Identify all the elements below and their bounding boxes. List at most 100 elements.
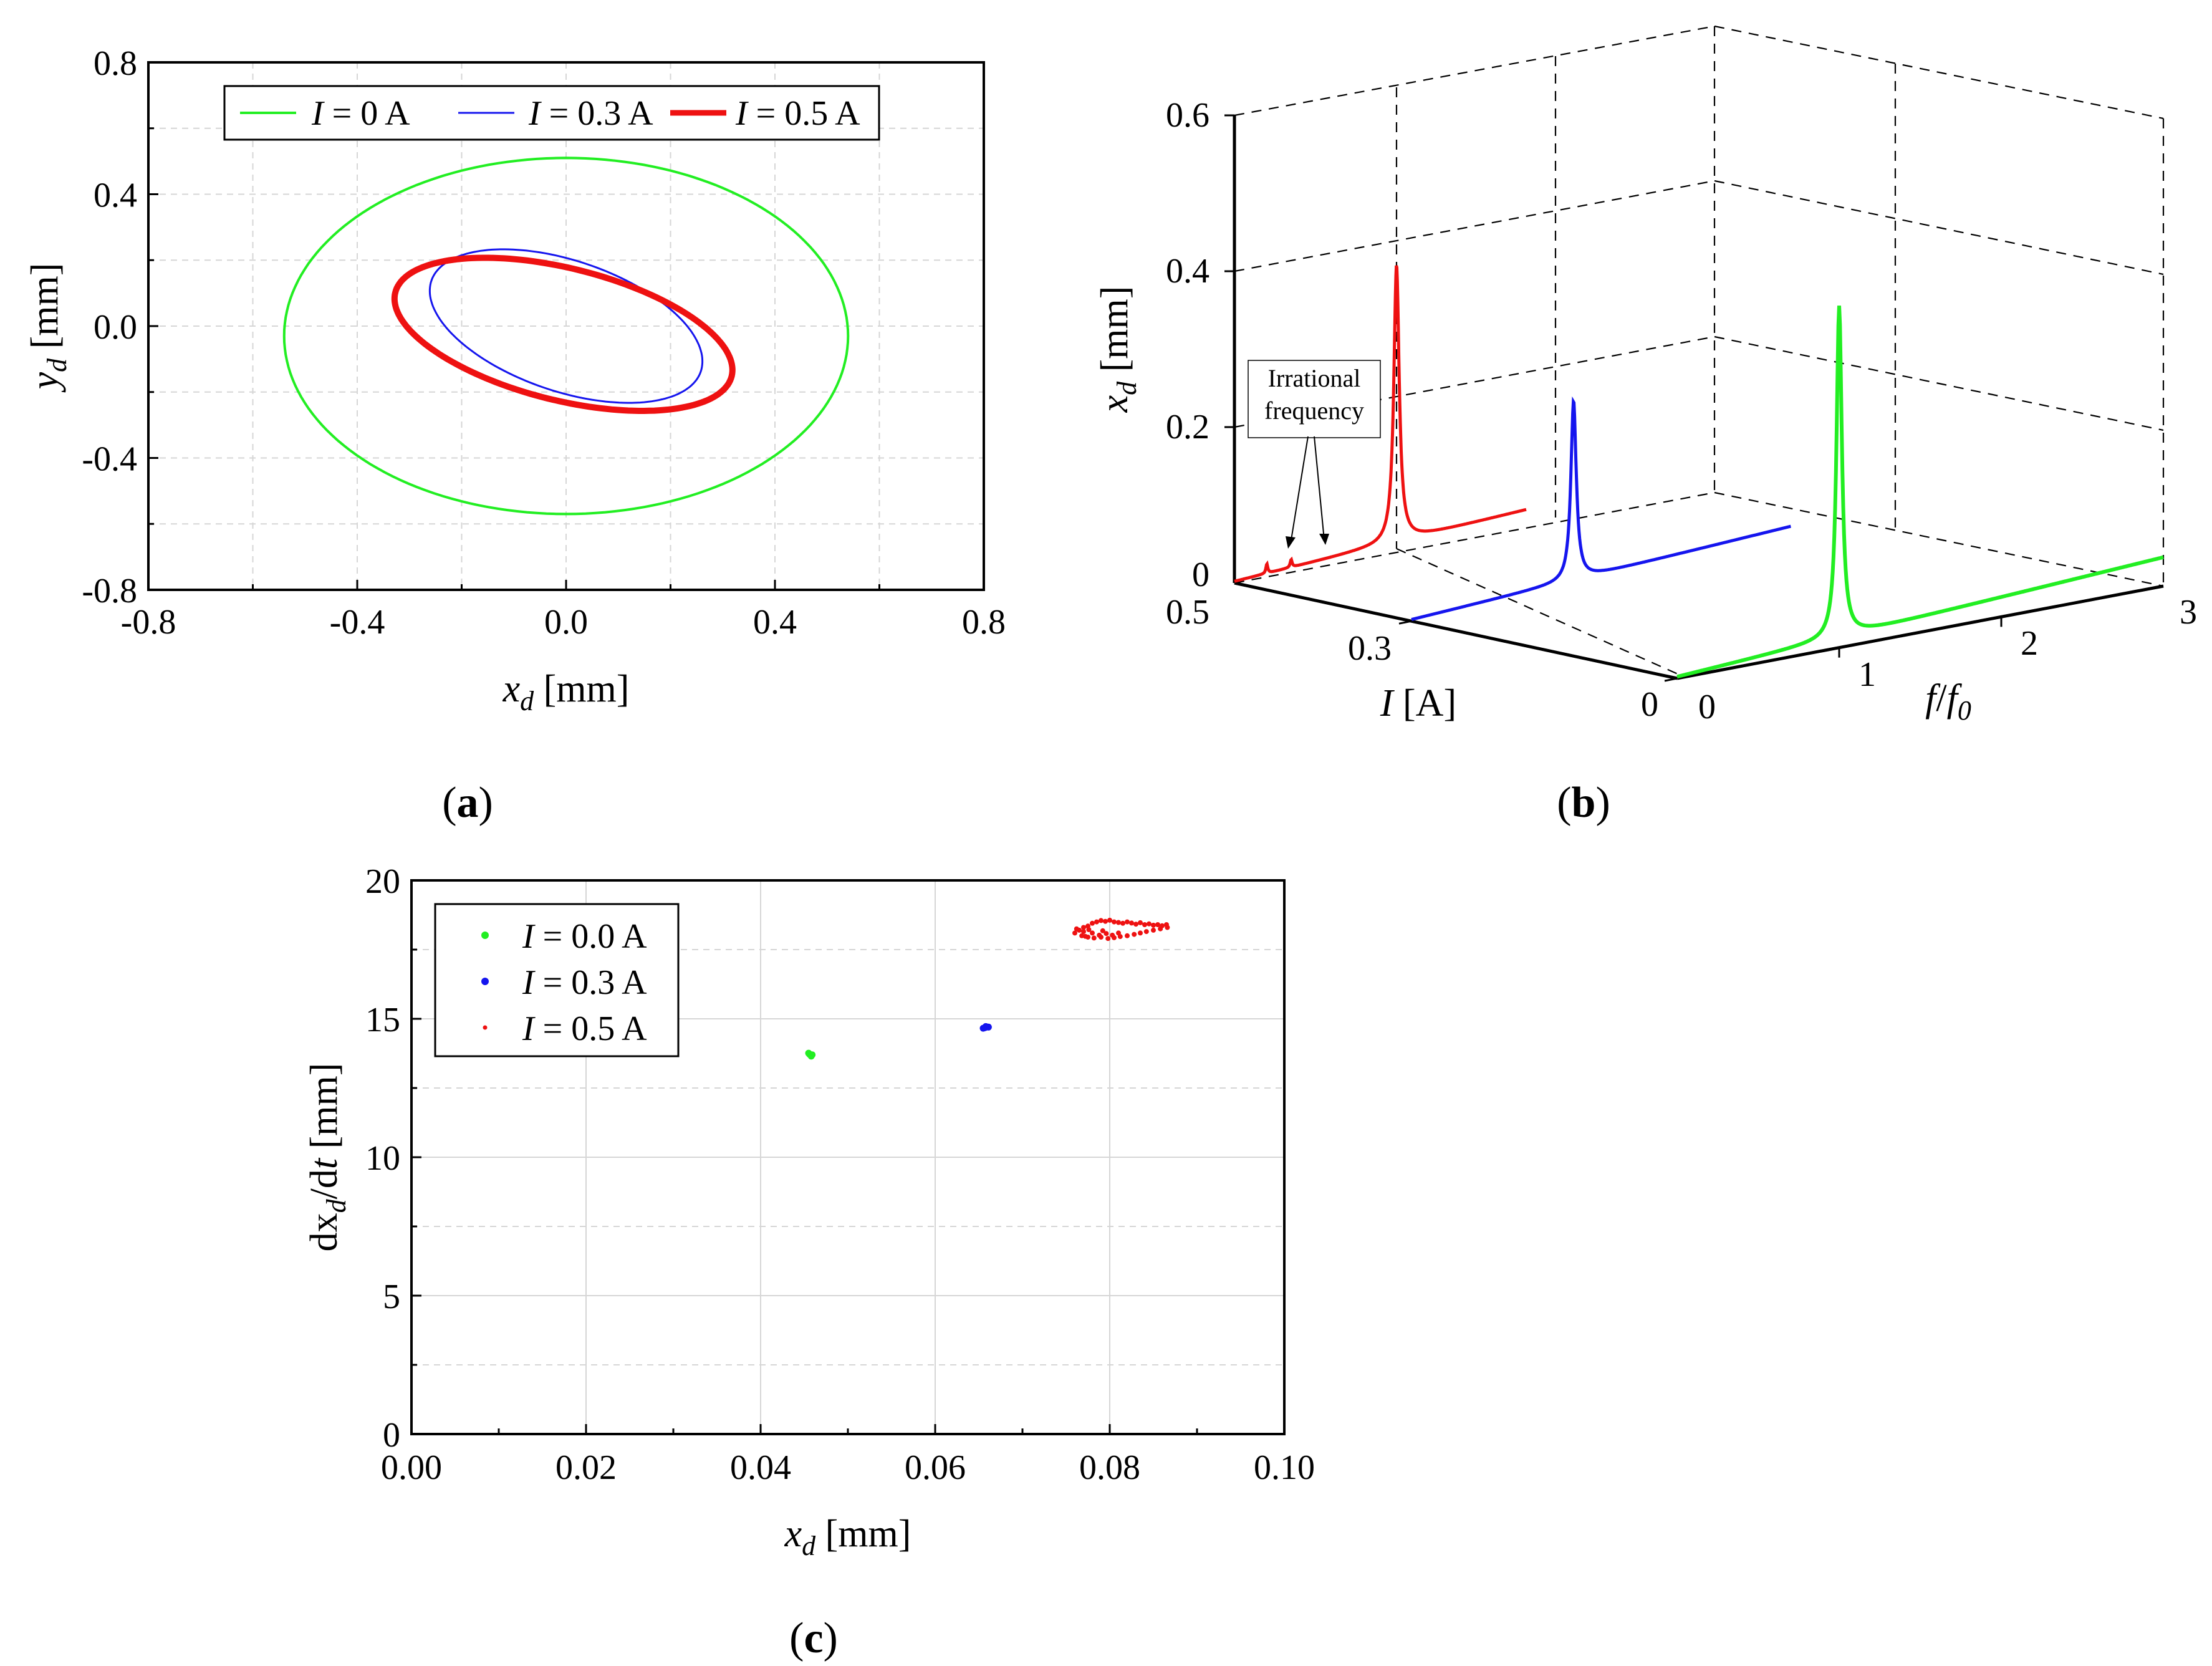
panel-c-caption: (c)	[789, 1614, 838, 1662]
series-a-2	[391, 254, 736, 414]
panel-b-floor-back	[1234, 491, 1715, 584]
x-tick-label-a: 0.8	[962, 603, 1006, 642]
legend-c-label-1: I = 0.3 A	[522, 963, 647, 1002]
panel-b: Irrational frequency 0.6 0.4 0.2 0 0.5 0…	[1094, 25, 2197, 827]
panel-b-z-label: xd [mm]	[1094, 286, 1142, 413]
panel-a-y-label: yd [mm]	[24, 263, 72, 393]
panel-c-legend-box	[434, 903, 680, 1057]
point-c-2	[1120, 920, 1125, 926]
panel-a-legend: I = 0 A I = 0.3 A I = 0.5 A	[223, 85, 880, 141]
panel-c-ticks	[410, 879, 1286, 1435]
point-c-2	[1107, 917, 1112, 923]
x-tick-label-a: 0.0	[544, 603, 588, 642]
panel-b-f-tick-3: 3	[2180, 593, 2197, 632]
point-c-2	[1072, 930, 1077, 936]
annotation-box	[1248, 360, 1381, 438]
point-c-0	[809, 1051, 816, 1059]
point-c-2	[1104, 931, 1109, 937]
annotation-arrow-2	[1314, 436, 1325, 541]
legend-c-label-0: I = 0.0 A	[522, 917, 647, 956]
x-tick-label-c: 0.06	[905, 1448, 966, 1487]
legend-a-label-2: I = 0.5 A	[735, 94, 860, 133]
legend-a-label-1: I = 0.3 A	[528, 94, 653, 133]
point-c-2	[1110, 932, 1115, 938]
point-c-1	[981, 1024, 989, 1031]
annotation-arrow-1	[1290, 436, 1309, 544]
tick-b-i	[1664, 677, 1678, 682]
annotation-arrowhead-2	[1319, 534, 1329, 545]
point-c-2	[1091, 935, 1097, 941]
panel-a-x-label: xd [mm]	[503, 668, 630, 716]
tick-b-i	[1398, 620, 1412, 625]
y-tick-label-a: -0.4	[82, 440, 137, 479]
series-a-0	[282, 156, 850, 516]
series-b-2	[1676, 306, 2164, 679]
y-tick-label-c: 10	[365, 1139, 400, 1178]
y-tick-label-c: 20	[365, 862, 400, 901]
point-c-2	[1103, 918, 1108, 924]
panel-b-grid-04-back	[1234, 180, 1715, 272]
point-c-2	[1116, 930, 1121, 936]
annotation-arrowhead-1	[1286, 536, 1296, 549]
legend-c-label-2: I = 0.5 A	[522, 1009, 647, 1048]
y-tick-label-a: 0.8	[94, 44, 137, 83]
panel-b-frequency-axis	[1676, 584, 2164, 680]
panel-a: -0.8 -0.4 0.0 0.4 0.8 0.8 0.4 0.0 -0.4 -0.8 I = 0…	[24, 44, 1006, 827]
x-tick-label-a: -0.4	[330, 603, 385, 642]
point-c-2	[1129, 920, 1134, 926]
panel-a-tick-labels: -0.8 -0.4 0.0 0.4 0.8 0.8 0.4 0.0 -0.4 -0.8	[82, 44, 1006, 642]
panel-b-ticks	[1224, 114, 2003, 682]
legend-c-swatch-0	[481, 932, 489, 939]
panel-b-floor-right	[1714, 491, 2164, 587]
panel-b-f-tick-2: 2	[2021, 624, 2038, 663]
series-b-1	[1411, 396, 1791, 621]
point-c-2	[1138, 930, 1143, 936]
series-b-0	[1234, 265, 1527, 583]
x-tick-label-c: 0.04	[730, 1448, 791, 1487]
point-c-2	[1081, 929, 1086, 935]
point-c-2	[1116, 920, 1121, 925]
point-c-2	[1125, 919, 1130, 925]
point-c-2	[1133, 922, 1138, 927]
panel-c-x-label: xd [mm]	[784, 1513, 911, 1561]
point-c-2	[1132, 932, 1137, 937]
panel-c-series	[805, 917, 1170, 1060]
panel-b-current-axis	[1234, 581, 1678, 680]
panel-c-tick-labels: 0.00 0.02 0.04 0.06 0.08 0.10 20 15 10 5 0	[365, 862, 1315, 1487]
point-c-2	[1142, 922, 1147, 927]
point-c-2	[1082, 933, 1088, 939]
point-c-2	[1138, 920, 1143, 925]
panel-a-series	[282, 156, 850, 516]
panel-b-back-top-edge	[1234, 25, 1715, 117]
panel-b-i-tick-0: 0.5	[1166, 593, 1209, 632]
point-c-2	[1143, 929, 1149, 935]
panel-b-frequency-label: f/f0	[1925, 677, 1971, 726]
point-c-2	[1158, 926, 1163, 932]
point-c-2	[1105, 936, 1111, 941]
panel-a-grid	[148, 62, 984, 590]
panel-a-caption: (a)	[442, 779, 493, 827]
y-tick-label-c: 15	[365, 1001, 400, 1039]
x-tick-label-a: -0.8	[121, 603, 176, 642]
point-c-2	[1112, 919, 1117, 925]
panel-c-y-label: dxd/dt [mm]	[303, 1063, 352, 1252]
panel-b-series	[1234, 265, 2164, 679]
annotation-line-1: Irrational	[1268, 364, 1361, 392]
point-c-2	[1094, 919, 1099, 925]
panel-b-z-tick-1: 0.4	[1166, 252, 1209, 291]
y-tick-label-a: -0.8	[82, 572, 137, 610]
legend-c-swatch-1	[481, 978, 489, 985]
point-c-2	[1147, 921, 1152, 927]
y-tick-label-a: 0.4	[94, 176, 137, 215]
x-tick-label-c: 0.00	[381, 1448, 442, 1487]
panel-b-z-tick-0: 0.6	[1166, 96, 1209, 135]
panel-b-grid-04-right	[1714, 180, 2164, 276]
panel-b-f-tick-0: 0	[1698, 688, 1716, 726]
x-tick-label-a: 0.4	[753, 603, 797, 642]
y-tick-label-c: 0	[383, 1416, 400, 1455]
point-c-2	[1165, 925, 1170, 930]
panel-a-legend-box	[223, 85, 880, 141]
point-c-2	[1151, 922, 1156, 928]
panel-b-i-tick-2: 0	[1641, 685, 1658, 724]
x-tick-label-c: 0.08	[1079, 1448, 1140, 1487]
